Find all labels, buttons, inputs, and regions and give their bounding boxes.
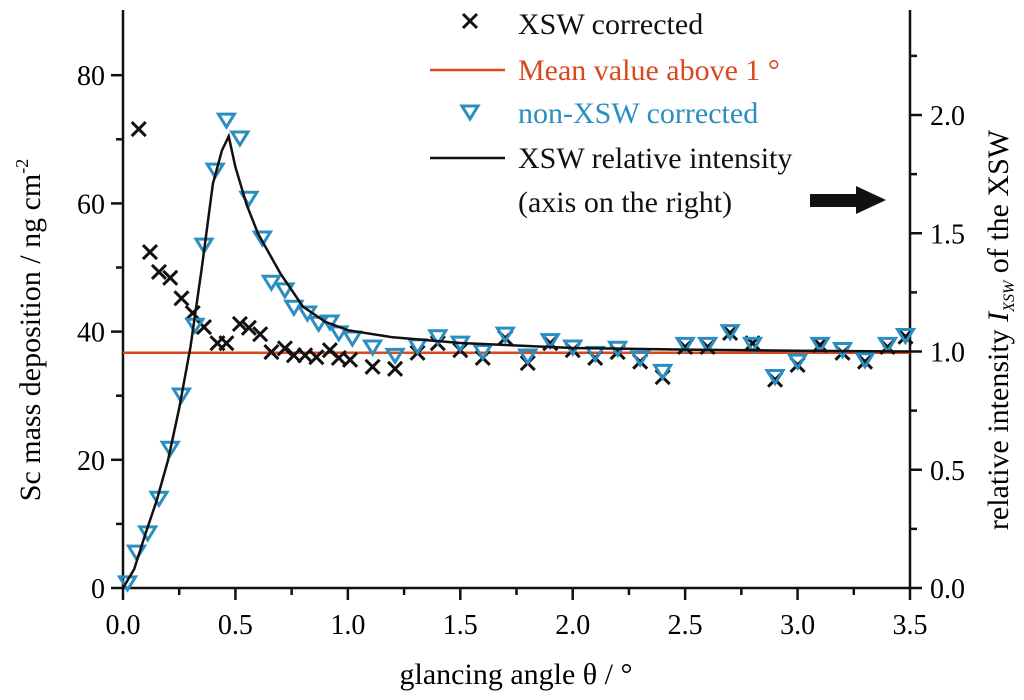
legend-triangle-icon bbox=[459, 104, 481, 122]
xsw-corrected-point bbox=[308, 349, 325, 366]
xsw-corrected-point bbox=[252, 326, 269, 343]
non-xsw-corrected-point bbox=[204, 162, 226, 180]
legend-cross-icon bbox=[461, 12, 479, 30]
y2-tick-label: 0.0 bbox=[930, 574, 965, 605]
non-xsw-corrected-point bbox=[719, 324, 741, 342]
non-xsw-corrected-point bbox=[193, 237, 215, 255]
xsw-corrected-point bbox=[162, 269, 179, 286]
x-tick-label: 0.0 bbox=[106, 610, 141, 641]
y-tick-label: 60 bbox=[77, 189, 105, 220]
non-xsw-corrected-point bbox=[341, 330, 364, 348]
cross-marker bbox=[173, 290, 190, 307]
non-xsw-corrected-point bbox=[274, 282, 296, 300]
cross-marker bbox=[218, 335, 235, 352]
xsw-corrected-point bbox=[130, 120, 147, 138]
non-xsw-corrected-point bbox=[472, 343, 494, 362]
xsw-corrected-point bbox=[342, 351, 359, 368]
cross-marker bbox=[342, 351, 359, 368]
y-tick-label: 40 bbox=[77, 318, 105, 349]
x-tick-label: 1.0 bbox=[330, 610, 365, 641]
x-tick-label: 3.5 bbox=[893, 610, 928, 641]
non-xsw-corrected-point bbox=[539, 333, 561, 351]
non-xsw-corrected-point bbox=[494, 326, 516, 345]
non-xsw-corrected-point bbox=[384, 347, 406, 366]
non-xsw-corrected-point bbox=[427, 329, 449, 347]
non-xsw-corrected-point bbox=[696, 336, 719, 355]
y-tick-label: 20 bbox=[77, 446, 105, 477]
non-xsw-corrected-point bbox=[854, 352, 876, 370]
non-xsw-corrected-point bbox=[229, 130, 251, 148]
xsw-intensity-curve bbox=[121, 132, 911, 589]
xsw-corrected-point bbox=[150, 263, 168, 281]
cross-marker bbox=[141, 244, 159, 261]
non-xsw-corrected-point bbox=[283, 299, 305, 318]
non-xsw-corrected-point bbox=[406, 338, 429, 356]
x-tick-label: 1.5 bbox=[443, 610, 478, 641]
axes: 0.0 0.5 1.0 1.5 2.0 2.5 3.0 3.5 0 20 40 60 80 0.0 0.5 1… bbox=[77, 10, 965, 641]
non-xsw-corrected-point bbox=[764, 368, 786, 387]
xsw-corrected-point bbox=[231, 315, 248, 332]
non-xsw-corrected-point bbox=[517, 348, 539, 366]
non-xsw-corrected-point bbox=[741, 336, 764, 355]
x-tick-label: 2.5 bbox=[668, 610, 703, 641]
xsw-corrected-point bbox=[184, 304, 201, 322]
cross-marker bbox=[308, 349, 325, 366]
non-xsw-corrected-point bbox=[629, 350, 651, 368]
data-marks bbox=[116, 112, 917, 593]
y2-tick-label: 1.0 bbox=[930, 338, 965, 369]
y-tick-label: 80 bbox=[77, 61, 105, 92]
legend-label-non-xsw: non-XSW corrected bbox=[518, 97, 758, 130]
cross-marker bbox=[364, 358, 381, 375]
non-xsw-corrected-point bbox=[674, 336, 696, 355]
xsw-corrected-point bbox=[364, 358, 381, 375]
cross-marker bbox=[387, 360, 404, 377]
x-tick-label: 0.5 bbox=[218, 610, 253, 641]
legend-label-curve: XSW relative intensity bbox=[518, 142, 792, 175]
y-axis-label: Sc mass deposition / ng cm-2 bbox=[12, 159, 47, 501]
legend-label-xsw-corrected: XSW corrected bbox=[518, 8, 703, 41]
legend-note: (axis on the right) bbox=[518, 186, 732, 219]
y-tick-label: 0 bbox=[91, 574, 105, 605]
cross-marker bbox=[252, 326, 269, 343]
x-tick-label: 3.0 bbox=[780, 610, 815, 641]
non-xsw-corrected-point bbox=[251, 230, 274, 248]
cross-marker bbox=[263, 344, 280, 361]
non-xsw-corrected-point bbox=[215, 112, 238, 130]
right-arrow-icon bbox=[810, 186, 886, 214]
cross-marker bbox=[162, 269, 179, 286]
cross-marker bbox=[231, 315, 248, 332]
y2-tick-label: 0.5 bbox=[930, 456, 965, 487]
non-xsw-corrected-point bbox=[361, 339, 384, 357]
non-xsw-corrected-point bbox=[876, 336, 899, 355]
cross-marker bbox=[240, 319, 257, 336]
xsw-corrected-point bbox=[263, 344, 280, 361]
xsw-corrected-point bbox=[141, 244, 159, 261]
x-axis-label: glancing angle θ / ° bbox=[400, 658, 633, 691]
xsw-corrected-point bbox=[218, 335, 235, 352]
non-xsw-corrected-point bbox=[159, 440, 181, 459]
cross-marker bbox=[150, 263, 168, 281]
xsw-corrected-point bbox=[173, 290, 190, 307]
non-xsw-corrected-point bbox=[170, 387, 193, 405]
cross-marker bbox=[184, 304, 201, 322]
y2-axis-label: relative intensity IXSW of the XSW bbox=[982, 129, 1018, 530]
legend: XSW corrected Mean value above 1 ° non-X… bbox=[430, 8, 886, 219]
xsw-corrected-point bbox=[387, 360, 404, 377]
y2-tick-label: 1.5 bbox=[930, 219, 965, 250]
non-xsw-corrected-point bbox=[786, 353, 809, 371]
x-tick-label: 2.0 bbox=[555, 610, 590, 641]
xsw-corrected-point bbox=[240, 319, 257, 336]
y2-tick-label: 2.0 bbox=[930, 101, 965, 132]
non-xsw-corrected-point bbox=[809, 336, 831, 355]
non-xsw-corrected-point bbox=[116, 575, 139, 593]
legend-label-mean: Mean value above 1 ° bbox=[518, 54, 780, 87]
cross-marker bbox=[130, 120, 147, 138]
non-xsw-corrected-point bbox=[651, 363, 674, 382]
non-xsw-corrected-point bbox=[894, 327, 917, 346]
